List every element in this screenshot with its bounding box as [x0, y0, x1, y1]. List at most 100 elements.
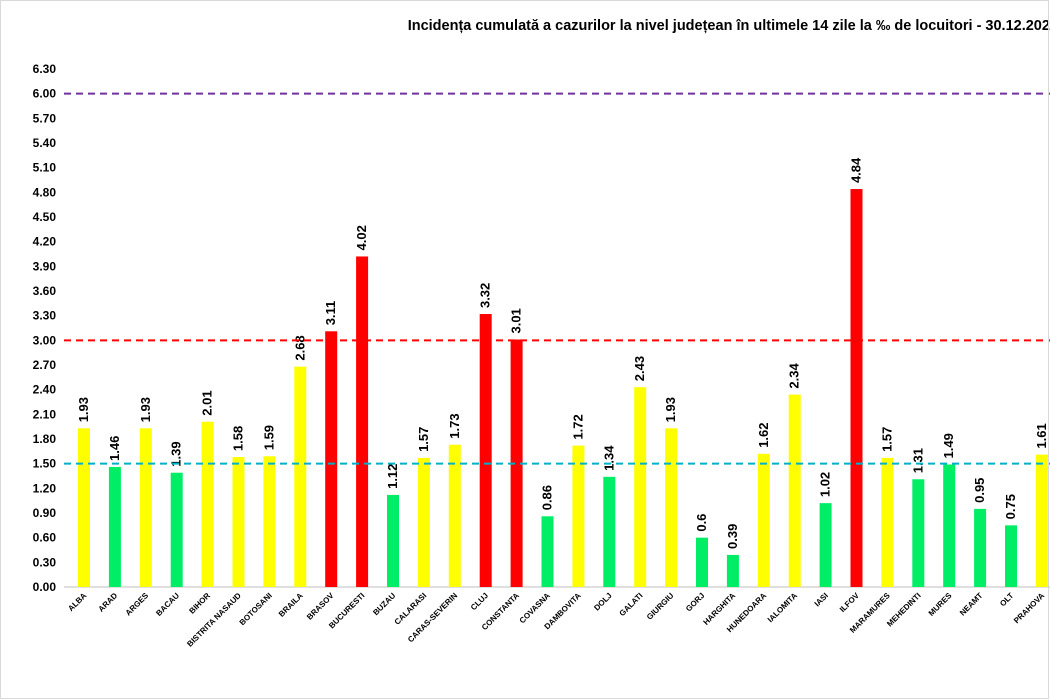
- data-label: 3.32: [478, 283, 493, 308]
- y-tick-label: 5.40: [33, 136, 57, 150]
- data-label: 1.72: [570, 414, 585, 439]
- x-tick-label: ILFOV: [838, 591, 861, 614]
- bar-buzau: [387, 494, 399, 587]
- y-tick-label: 2.70: [33, 358, 57, 372]
- bar-dolj: [603, 476, 616, 587]
- data-label: 1.58: [231, 426, 246, 451]
- x-tick-label: GORJ: [684, 591, 706, 613]
- x-tick-label: GIURGIU: [645, 591, 676, 622]
- bar-constanta: [510, 339, 523, 587]
- data-label: 2.68: [292, 335, 307, 360]
- y-tick-label: 1.50: [33, 457, 57, 471]
- x-tick-label: ALBA: [66, 591, 88, 613]
- y-tick-label: 6.30: [33, 62, 57, 76]
- bar-gorj: [696, 537, 708, 587]
- bar-bihor: [201, 421, 214, 587]
- y-tick-label: 4.50: [33, 210, 57, 224]
- data-label: 1.59: [261, 425, 276, 450]
- y-tick-label: 5.70: [33, 111, 57, 125]
- bar-braila: [294, 366, 307, 587]
- bar-maramures: [881, 457, 894, 587]
- data-label: 1.46: [107, 436, 122, 461]
- bar-iasi: [819, 503, 832, 587]
- y-tick-label: 4.20: [33, 235, 57, 249]
- data-label: 1.93: [663, 397, 678, 422]
- bar-covasna: [541, 516, 554, 587]
- y-tick-label: 3.00: [33, 333, 57, 347]
- data-label: 0.39: [725, 524, 740, 549]
- y-tick-label: 1.20: [33, 481, 57, 495]
- y-tick-label: 3.30: [33, 309, 57, 323]
- data-label: 1.34: [601, 445, 616, 471]
- y-tick-label: 6.00: [33, 87, 57, 101]
- data-label: 1.31: [910, 448, 925, 473]
- data-label: 1.02: [818, 472, 833, 497]
- bar-bucuresti: [356, 256, 369, 587]
- x-tick-label: BUZAU: [371, 591, 397, 617]
- data-label: 1.93: [138, 397, 153, 422]
- y-tick-label: 3.90: [33, 259, 57, 273]
- bar-botosani: [263, 456, 276, 587]
- x-tick-label: IASI: [813, 591, 830, 608]
- data-label: 1.61: [1034, 423, 1049, 448]
- data-label: 2.34: [787, 363, 802, 389]
- data-label: 3.01: [509, 308, 524, 333]
- bar-neamt: [974, 508, 987, 587]
- bar-olt: [1005, 525, 1017, 587]
- bar-arad: [108, 466, 121, 587]
- x-tick-label: ARAD: [97, 591, 120, 614]
- x-tick-label: BISTRITA NASAUD: [185, 591, 243, 649]
- bar-ilfov: [850, 189, 863, 588]
- bar-alba: [78, 428, 90, 587]
- y-tick-label: 3.60: [33, 284, 57, 298]
- data-label: 0.86: [540, 485, 555, 510]
- x-tick-label: ARGES: [124, 591, 151, 618]
- x-tick-label: OLT: [998, 591, 1015, 608]
- data-label: 0.95: [972, 478, 987, 503]
- data-label: 1.12: [385, 464, 400, 489]
- x-tick-label: BRASOV: [305, 591, 336, 622]
- bar-mehedinti: [912, 479, 925, 587]
- data-label: 1.57: [416, 427, 431, 452]
- x-tick-label: BRAILA: [277, 591, 305, 619]
- bar-bistrita-nasaud: [232, 457, 245, 587]
- bar-cluj: [479, 314, 492, 587]
- chart-title: Incidența cumulată a cazurilor la nivel …: [407, 18, 1050, 34]
- x-tick-label: BOTOSANI: [238, 591, 274, 627]
- y-tick-label: 0.00: [33, 580, 57, 594]
- data-label: 0.75: [1003, 494, 1018, 519]
- bar-prahova: [1035, 454, 1048, 587]
- bar-calarasi: [417, 457, 430, 587]
- bar-giurgiu: [665, 428, 678, 587]
- bar-ialomita: [788, 394, 801, 587]
- y-tick-label: 4.80: [33, 185, 57, 199]
- data-label: 4.84: [849, 157, 864, 183]
- x-tick-label: BIHOR: [187, 591, 212, 616]
- x-tick-label: PRAHOVA: [1012, 591, 1046, 625]
- bar-dambovita: [572, 445, 585, 587]
- bar-galati: [634, 387, 647, 587]
- y-tick-label: 2.40: [33, 383, 57, 397]
- bar-hunedoara: [757, 453, 770, 587]
- data-label: 4.02: [354, 225, 369, 250]
- bar-arges: [139, 428, 152, 587]
- bar-mures: [943, 464, 956, 587]
- data-label: 1.73: [447, 413, 462, 438]
- y-tick-label: 2.10: [33, 407, 57, 421]
- data-label: 1.62: [756, 422, 771, 447]
- y-tick-label: 5.10: [33, 161, 57, 175]
- x-tick-label: DOLJ: [592, 591, 613, 612]
- data-label: 2.43: [632, 356, 647, 381]
- x-tick-label: MURES: [927, 591, 954, 618]
- data-label: 1.57: [879, 427, 894, 452]
- bar-caras-severin: [448, 444, 461, 587]
- data-label: 0.6: [694, 514, 709, 532]
- y-tick-label: 0.30: [33, 555, 57, 569]
- bar-bacau: [170, 472, 183, 587]
- x-tick-label: NEAMT: [958, 591, 985, 618]
- data-label: 1.93: [76, 397, 91, 422]
- x-tick-label: GALATI: [618, 591, 645, 618]
- data-label: 1.49: [941, 433, 956, 458]
- data-label: 3.11: [323, 301, 338, 326]
